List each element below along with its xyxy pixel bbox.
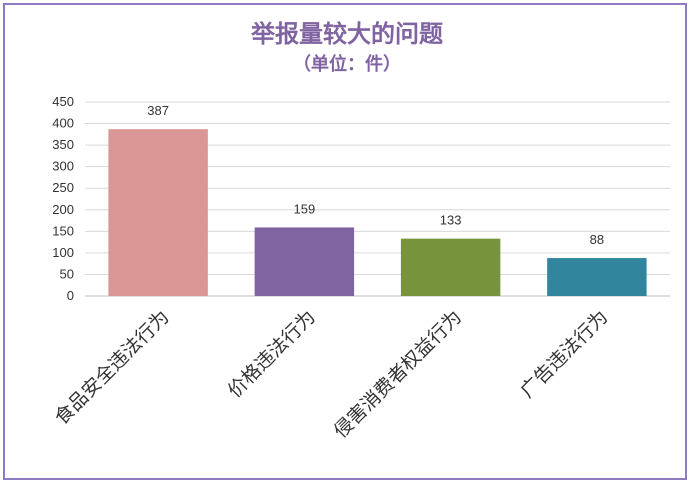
y-tick-label: 0 [67,288,74,303]
chart-title: 举报量较大的问题 [251,19,443,48]
data-label: 387 [147,103,169,118]
y-tick-label: 250 [52,180,74,195]
y-tick-label: 450 [52,94,74,109]
bar [400,238,501,296]
y-tick-label: 100 [52,245,74,260]
y-tick-label: 200 [52,202,74,217]
data-label: 159 [294,201,316,216]
category-label: 食品安全违法行为 [51,306,174,429]
bars [108,129,647,296]
category-label: 价格违法行为 [224,306,320,402]
y-tick-label: 150 [52,223,74,238]
category-label: 广告违法行为 [516,306,612,402]
y-tick-label: 300 [52,159,74,174]
data-label: 133 [440,213,462,228]
bar [547,258,647,296]
data-labels: 387 159 133 88 [147,103,604,247]
y-axis: 0 50 100 150 200 250 300 350 400 450 [52,94,74,303]
chart-subtitle: （单位：件） [293,54,401,75]
x-axis: 食品安全违法行为 价格违法行为 侵害消费者权益行为 广告违法行为 [51,306,613,442]
y-tick-label: 50 [60,266,74,281]
bar [108,129,208,296]
bar [254,227,355,296]
y-tick-label: 350 [52,137,74,152]
y-tick-label: 400 [52,116,74,131]
data-label: 88 [590,232,604,247]
category-label: 侵害消费者权益行为 [330,306,466,442]
